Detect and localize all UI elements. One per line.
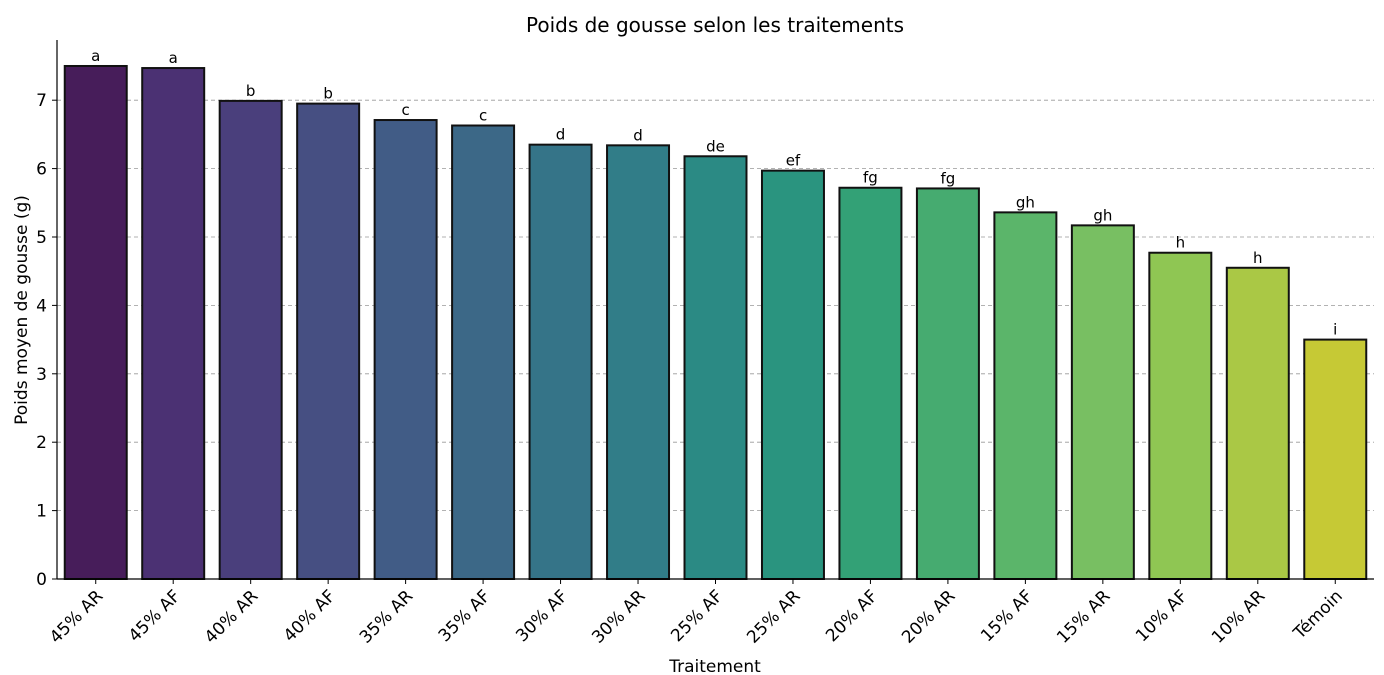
annotation: a (169, 49, 178, 67)
bar (1148, 251, 1213, 581)
y-tick-label: 5 (36, 228, 47, 248)
x-tick-label: 35% AR (356, 586, 417, 647)
annotation: gh (1093, 206, 1112, 224)
y-tick-label: 4 (36, 296, 47, 316)
x-tick-label: 40% AF (280, 586, 340, 646)
x-tick-label: 30% AF (512, 586, 572, 646)
bar (760, 169, 825, 580)
annotation: a (91, 47, 100, 65)
bar (528, 143, 593, 580)
x-tick-label: 35% AF (435, 586, 495, 646)
x-tick-label: 25% AR (743, 586, 804, 647)
annotation: ef (786, 152, 801, 170)
x-tick-label: 40% AR (201, 586, 262, 647)
y-tick-label: 2 (36, 433, 47, 453)
x-tick-label: 45% AF (125, 586, 185, 646)
y-tick-label: 3 (36, 365, 47, 385)
annotation: gh (1016, 193, 1035, 211)
annotation: fg (863, 169, 878, 187)
annotation: fg (941, 169, 956, 187)
bar (451, 124, 516, 580)
chart-title: Poids de gousse selon les traitements (526, 13, 904, 37)
bar (1225, 266, 1290, 580)
x-tick-label: 15% AR (1053, 586, 1114, 647)
bar (373, 119, 438, 581)
annotation: h (1253, 249, 1263, 267)
y-tick-label: 0 (36, 570, 47, 590)
x-tick-label: 15% AF (977, 586, 1037, 646)
x-tick-label: 20% AR (898, 586, 959, 647)
annotation: h (1176, 234, 1186, 252)
bar (141, 67, 206, 581)
bar (218, 99, 283, 581)
y-tick-label: 1 (36, 502, 47, 522)
bar (683, 155, 748, 580)
bar (606, 144, 671, 581)
annotation: c (479, 107, 487, 125)
annotation: i (1333, 321, 1337, 339)
x-tick-label: 25% AF (667, 586, 727, 646)
bar (63, 64, 128, 581)
y-tick-label: 6 (36, 160, 47, 180)
annotation: de (706, 137, 725, 155)
x-tick-label: Témoin (1289, 586, 1347, 644)
y-tick-label: 7 (36, 91, 47, 111)
y-axis-label: Poids moyen de gousse (g) (12, 195, 32, 425)
annotation: d (633, 126, 643, 144)
bar (838, 186, 903, 580)
annotation: b (323, 85, 333, 103)
x-axis-label: Traitement (668, 657, 761, 675)
x-tick-label: 45% AR (46, 586, 107, 647)
bar (993, 211, 1058, 581)
x-tick-label: 10% AR (1208, 586, 1269, 647)
annotation: c (401, 101, 409, 119)
x-tick-label: 10% AF (1132, 586, 1192, 646)
bar (296, 102, 361, 580)
x-tick-label: 30% AR (588, 586, 649, 647)
annotation: b (246, 82, 256, 100)
x-tick-label: 20% AF (822, 586, 882, 646)
annotation: d (556, 126, 566, 144)
bar (915, 187, 980, 580)
bar (1070, 224, 1135, 580)
bar (1303, 338, 1368, 580)
